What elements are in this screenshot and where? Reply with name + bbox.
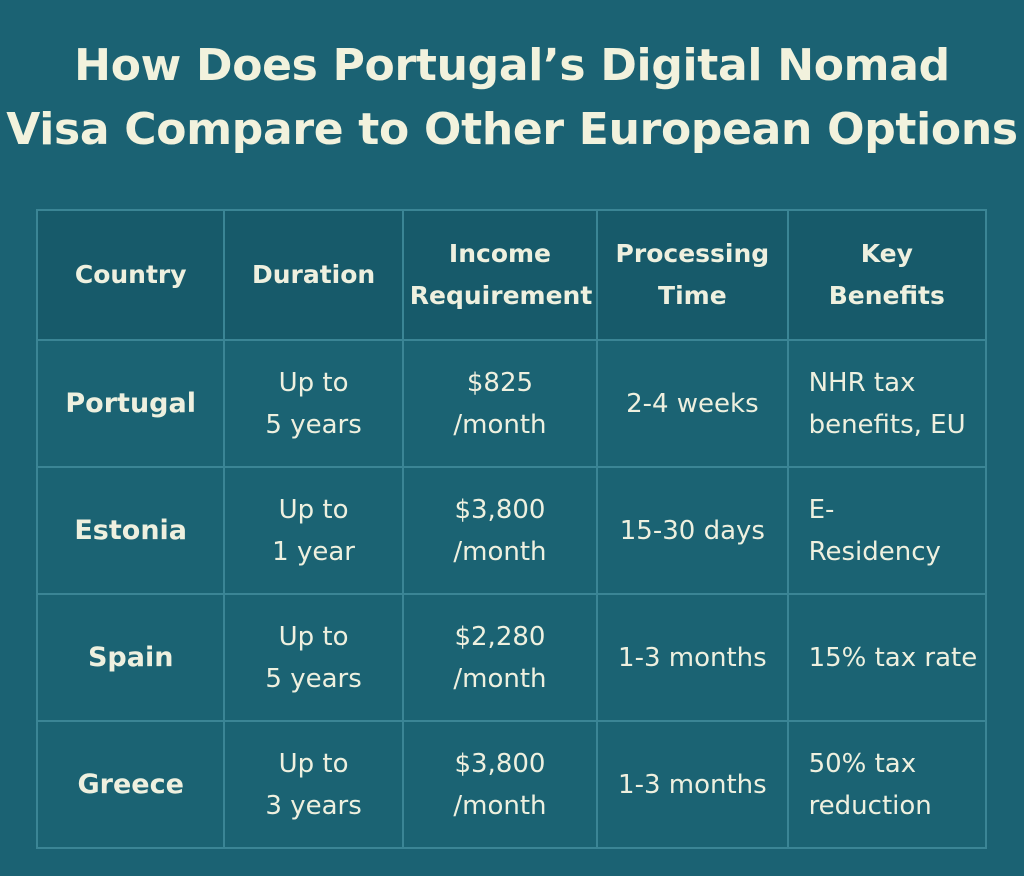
cell-processing-time: 15-30 days xyxy=(596,466,789,595)
cell-key-benefits: NHR tax benefits, EU xyxy=(786,339,988,468)
cell-key-benefits: 50% tax reduction xyxy=(786,720,988,849)
cell-duration: Up to 5 years xyxy=(223,593,404,722)
cell-country: Estonia xyxy=(35,466,226,595)
page-title-line-2: Visa Compare to Other European Options xyxy=(6,104,1018,155)
cell-duration: Up to 1 year xyxy=(223,466,404,595)
cell-processing-time: 1-3 months xyxy=(596,593,789,722)
cell-duration: Up to 3 years xyxy=(223,720,404,849)
cell-processing-time: 2-4 weeks xyxy=(596,339,789,468)
column-header-country: Country xyxy=(35,209,226,341)
cell-key-benefits: E- Residency xyxy=(786,466,988,595)
column-header-key-benefits: Key Benefits xyxy=(786,209,988,341)
cell-processing-time: 1-3 months xyxy=(596,720,789,849)
column-header-duration: Duration xyxy=(223,209,404,341)
cell-income-requirement: $3,800 /month xyxy=(401,720,599,849)
cell-duration: Up to 5 years xyxy=(223,339,404,468)
cell-income-requirement: $2,280 /month xyxy=(401,593,599,722)
column-header-processing-time: Processing Time xyxy=(596,209,789,341)
column-header-income-requirement: Income Requirement xyxy=(401,209,599,341)
table-row: Estonia Up to 1 year $3,800 /month 15-30… xyxy=(35,466,988,595)
comparison-table: Country Duration Income Requirement Proc… xyxy=(35,209,988,849)
page-title: How Does Portugal’s Digital Nomad Visa C… xyxy=(0,34,1024,162)
table-body: Portugal Up to 5 years $825 /month 2-4 w… xyxy=(35,339,988,849)
table-row: Greece Up to 3 years $3,800 /month 1-3 m… xyxy=(35,720,988,849)
page-title-line-1: How Does Portugal’s Digital Nomad xyxy=(74,40,950,91)
cell-income-requirement: $825 /month xyxy=(401,339,599,468)
table-header: Country Duration Income Requirement Proc… xyxy=(35,209,988,341)
table-header-row: Country Duration Income Requirement Proc… xyxy=(35,209,988,341)
table-row: Spain Up to 5 years $2,280 /month 1-3 mo… xyxy=(35,593,988,722)
cell-country: Portugal xyxy=(35,339,226,468)
cell-country: Greece xyxy=(35,720,226,849)
table-row: Portugal Up to 5 years $825 /month 2-4 w… xyxy=(35,339,988,468)
cell-country: Spain xyxy=(35,593,226,722)
cell-income-requirement: $3,800 /month xyxy=(401,466,599,595)
cell-key-benefits: 15% tax rate xyxy=(786,593,988,722)
